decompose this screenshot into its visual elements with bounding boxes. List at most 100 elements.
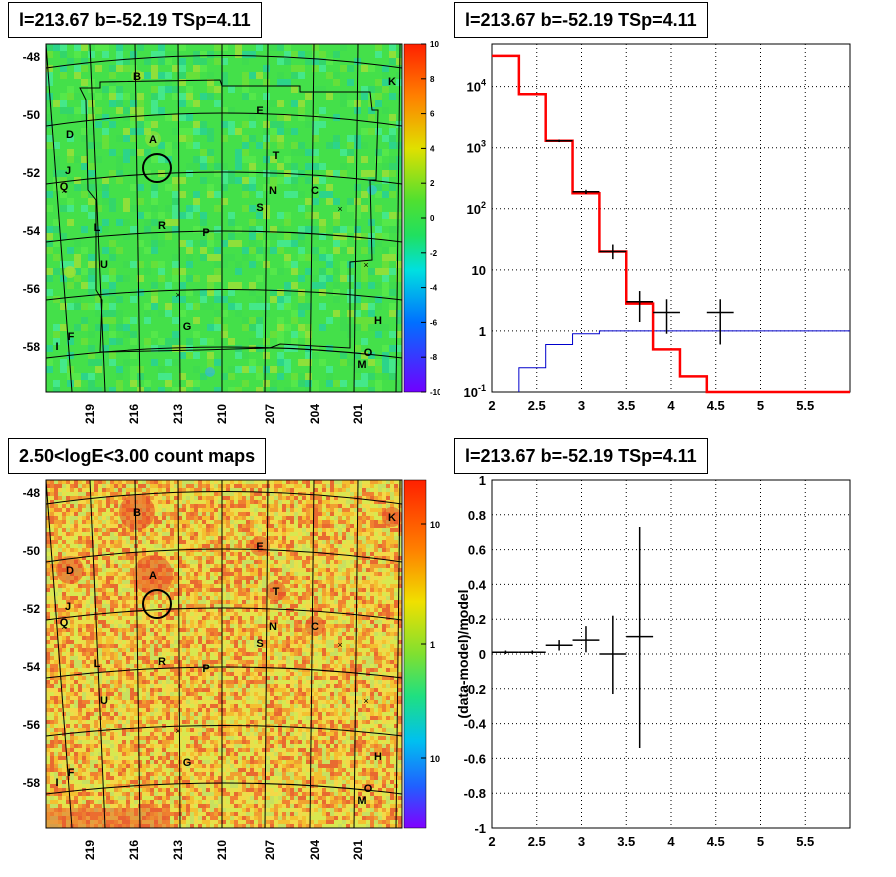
source-label-a: A <box>149 570 157 582</box>
cool-spot <box>367 185 377 195</box>
source-label-k: K <box>388 512 396 524</box>
y-tick-label: -50 <box>23 108 41 122</box>
colorbar-tick-label: -10 <box>430 388 440 397</box>
source-label-e: E <box>256 105 263 117</box>
colorbar-tick-label: -6 <box>430 318 438 327</box>
source-label-k: K <box>388 76 396 88</box>
x-tick-label: 216 <box>127 404 141 424</box>
y-tick-label: -56 <box>23 718 41 732</box>
source-label-o: O <box>364 347 373 359</box>
source-label-f: F <box>68 331 75 343</box>
x-tick-label: 213 <box>171 840 185 860</box>
source-label-b: B <box>133 507 141 519</box>
y-tick-label: -54 <box>23 660 41 674</box>
source-label-s: S <box>256 202 263 214</box>
x-marker: × <box>337 640 342 650</box>
y-tick-label: 0 <box>479 647 486 662</box>
y-tick-label: -52 <box>23 602 41 616</box>
y-tick-label: 1 <box>479 324 486 339</box>
x-tick-label: 201 <box>351 840 365 860</box>
y-tick-label: 103 <box>467 139 486 156</box>
colorbar-tick-label: 6 <box>430 110 435 119</box>
x-tick-label: 210 <box>215 840 229 860</box>
source-label-n: N <box>269 621 277 633</box>
colorbar-tick-label: 10 <box>430 40 439 49</box>
source-label-c: C <box>311 621 319 633</box>
source-label-m: M <box>357 359 366 371</box>
x-marker: × <box>175 726 180 736</box>
bright-spot <box>64 266 76 278</box>
y-tick-label: 1 <box>479 473 486 488</box>
source-label-i: I <box>55 777 58 789</box>
x-tick-label: 5 <box>757 834 764 849</box>
residual-title: l=213.67 b=-52.19 TSp=4.11 <box>454 438 708 474</box>
x-tick-label: 207 <box>263 404 277 424</box>
source-label-j: J <box>65 165 71 177</box>
source-label-q: Q <box>60 181 69 193</box>
colorbar <box>404 480 426 828</box>
x-tick-label: 2 <box>488 398 495 413</box>
y-axis-label: (data-model)/model <box>455 589 471 718</box>
x-marker: × <box>337 204 342 214</box>
map-pixels <box>46 480 402 828</box>
source-label-g: G <box>183 757 192 769</box>
y-tick-label: -54 <box>23 224 41 238</box>
x-tick-label: 216 <box>127 840 141 860</box>
x-tick-label: 204 <box>308 404 322 424</box>
y-tick-label: -48 <box>23 50 41 64</box>
colorbar-tick-label: -2 <box>430 249 438 258</box>
y-tick-label: -1 <box>474 821 486 836</box>
y-tick-label: -0.6 <box>464 751 486 766</box>
cool-spot <box>205 367 215 377</box>
spectrum-title: l=213.67 b=-52.19 TSp=4.11 <box>454 2 708 38</box>
source-label-o: O <box>364 783 373 795</box>
colorbar-tick-label: -4 <box>430 284 438 293</box>
source-label-m: M <box>357 795 366 807</box>
colorbar-tick-label: 8 <box>430 75 435 84</box>
x-tick-label: 2 <box>488 834 495 849</box>
x-tick-label: 219 <box>83 404 97 424</box>
count-map-title: 2.50<logE<3.00 count maps <box>8 438 266 474</box>
x-tick-label: 210 <box>215 404 229 424</box>
y-tick-label: 10 <box>472 263 486 278</box>
x-tick-label: 4.5 <box>707 398 725 413</box>
x-tick-label: 207 <box>263 840 277 860</box>
source-label-p: P <box>202 663 209 675</box>
x-tick-label: 4 <box>667 834 675 849</box>
colorbar-tick-label: -8 <box>430 353 438 362</box>
source-label-f: F <box>68 767 75 779</box>
source-label-l: L <box>94 658 101 670</box>
source-label-s: S <box>256 638 263 650</box>
y-tick-label: -58 <box>23 340 41 354</box>
x-tick-label: 5 <box>757 398 764 413</box>
y-tick-label: 104 <box>467 78 486 95</box>
colorbar-tick-label: 0 <box>430 214 435 223</box>
source-label-t: T <box>273 586 280 598</box>
source-label-d: D <box>66 565 74 577</box>
source-label-u: U <box>100 259 108 271</box>
source-label-e: E <box>256 541 263 553</box>
x-tick-label: 3.5 <box>617 834 635 849</box>
y-tick-label: 10-1 <box>464 383 486 400</box>
source-label-u: U <box>100 695 108 707</box>
source-label-r: R <box>158 656 166 668</box>
y-tick-label: 0.8 <box>468 508 486 523</box>
y-tick-label: 102 <box>467 200 486 217</box>
x-tick-label: 2.5 <box>528 398 546 413</box>
y-tick-label: -56 <box>23 282 41 296</box>
x-tick-label: 4 <box>667 398 675 413</box>
source-label-h: H <box>374 751 382 763</box>
residual-map-title: l=213.67 b=-52.19 TSp=4.11 <box>8 2 262 38</box>
x-tick-label: 2.5 <box>528 834 546 849</box>
y-tick-label: -52 <box>23 166 41 180</box>
y-tick-label: 0.6 <box>468 543 486 558</box>
x-tick-label: 5.5 <box>796 398 814 413</box>
source-label-h: H <box>374 315 382 327</box>
